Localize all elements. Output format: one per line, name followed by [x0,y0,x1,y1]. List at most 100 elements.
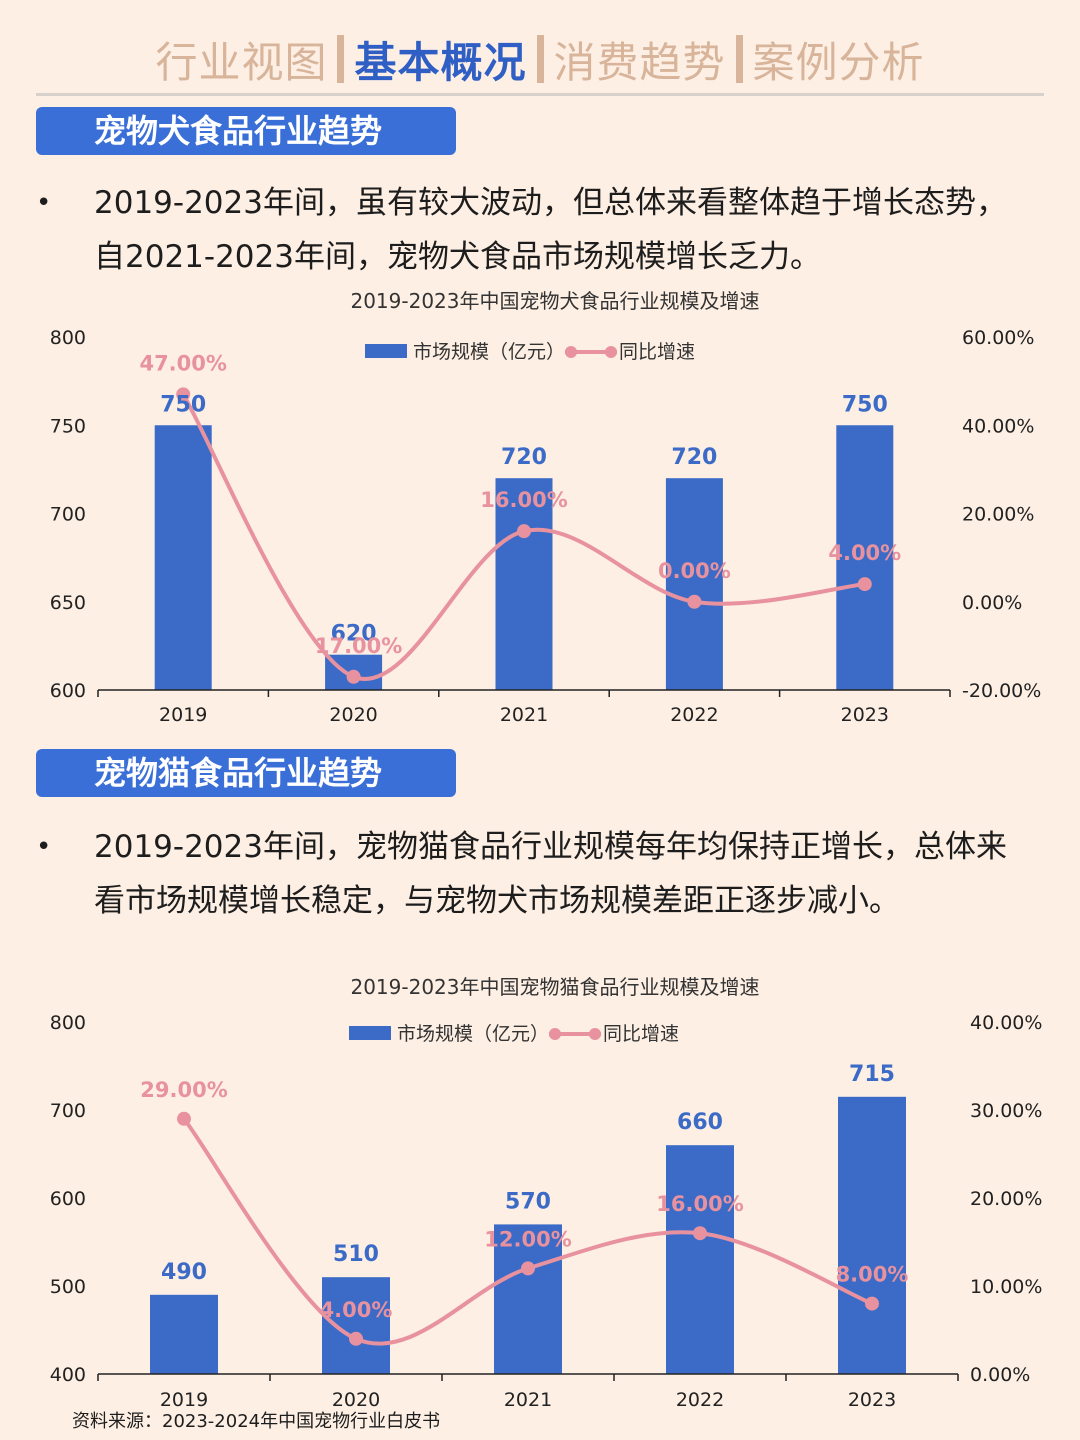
x-tick-label: 2022 [670,704,718,726]
line-point [176,387,191,402]
section-nav: 行业视图 基本概况 消费趋势 案例分析 [0,24,1080,94]
y-right-tick-label: 20.00% [962,504,1034,526]
section-tag-cat: 宠物猫食品行业趋势 [36,749,456,797]
x-tick-label: 2019 [159,704,207,726]
bar [666,1145,734,1374]
bar-data-label: 490 [161,1260,207,1285]
x-tick-label: 2023 [841,704,889,726]
chart-title: 2019-2023年中国宠物犬食品行业规模及增速 [350,289,759,313]
y-left-tick-label: 600 [50,680,86,702]
nav-item-overview[interactable]: 基本概况 [354,37,527,87]
header-divider [36,93,1044,96]
bar-data-label: 720 [671,445,717,470]
nav-item-consumption-trend[interactable]: 消费趋势 [553,37,726,87]
y-left-tick-label: 700 [50,1100,86,1122]
bar-data-label: 750 [842,392,888,417]
x-tick-label: 2021 [504,1389,552,1410]
line-data-label: 0.00% [658,559,731,583]
x-tick-label: 2021 [500,704,548,726]
y-left-tick-label: 650 [50,592,86,614]
legend-line-marker [565,346,577,358]
legend-bar-swatch [349,1026,391,1040]
line-point [346,669,361,684]
y-right-tick-label: 0.00% [970,1364,1030,1386]
y-left-tick-label: 800 [50,327,86,349]
line-point [857,577,872,592]
x-tick-label: 2022 [676,1389,724,1410]
bar-data-label: 620 [331,622,377,647]
nav-separator [536,35,544,83]
y-right-tick-label: -20.00% [962,680,1041,702]
y-right-tick-label: 10.00% [970,1276,1042,1298]
line-data-label: 8.00% [836,1263,909,1287]
line-data-label: 4.00% [828,541,901,565]
y-right-tick-label: 40.00% [962,415,1034,437]
y-right-tick-label: 40.00% [970,1012,1042,1034]
legend-line-marker [549,1028,561,1040]
line-point [687,594,702,609]
nav-separator [337,35,345,83]
nav-separator [735,35,743,83]
line-data-label: 17.00% [315,634,402,658]
line-point [517,524,531,539]
data-source: 资料来源：2023-2024年中国宠物行业白皮书 [72,1411,441,1432]
legend-bar-swatch [365,344,407,358]
bullet-text: 2019-2023年间，虽有较大波动，但总体来看整体趋于增长态势，自2021-2… [94,185,1007,275]
y-left-tick-label: 400 [50,1364,86,1386]
y-right-tick-label: 0.00% [962,592,1022,614]
bar-data-label: 720 [501,445,547,470]
y-left-tick-label: 500 [50,1276,86,1298]
y-left-tick-label: 600 [50,1188,86,1210]
bar [665,478,723,690]
x-tick-label: 2019 [160,1389,208,1410]
growth-line [181,393,866,681]
bar-data-label: 750 [160,392,206,417]
bar [150,1294,218,1374]
y-left-tick-label: 800 [50,1012,86,1034]
y-left-tick-label: 750 [50,415,86,437]
y-right-tick-label: 30.00% [970,1100,1042,1122]
nav-item-case-study[interactable]: 案例分析 [752,37,925,87]
line-data-label: 29.00% [140,1078,227,1102]
bar [154,425,212,690]
line-data-label: 12.00% [484,1227,571,1251]
x-tick-label: 2023 [848,1389,896,1410]
y-right-tick-label: 20.00% [970,1188,1042,1210]
legend-line-label: 同比增速 [603,1023,679,1045]
bar [322,1277,390,1374]
bullet-text: 2019-2023年间，宠物猫食品行业规模每年均保持正增长，总体来看市场规模增长… [94,829,1007,919]
bar-data-label: 660 [677,1110,723,1135]
line-data-label: 47.00% [139,351,226,375]
bar [836,425,894,690]
y-right-tick-label: 60.00% [962,327,1034,349]
chart-title: 2019-2023年中国宠物猫食品行业规模及增速 [350,975,759,999]
section-tag-dog: 宠物犬食品行业趋势 [36,107,456,155]
line-point [693,1226,707,1241]
legend-line-marker [605,346,617,358]
bullet-dot-icon: • [36,188,52,218]
x-tick-label: 2020 [332,1389,380,1410]
bar [495,478,553,690]
legend-line-marker [589,1028,601,1040]
nav-item-industry-view[interactable]: 行业视图 [155,37,328,87]
bar-data-label: 715 [849,1062,895,1087]
line-point [865,1296,879,1311]
y-left-tick-label: 700 [50,504,86,526]
line-data-label: 16.00% [480,488,567,512]
legend-line-label: 同比增速 [619,341,695,363]
line-point [349,1331,363,1346]
legend-bar-label: 市场规模（亿元） [413,341,565,363]
bar [838,1096,906,1374]
growth-line [182,1117,873,1346]
line-data-label: 16.00% [656,1192,743,1216]
bar [494,1224,562,1374]
bar-data-label: 510 [333,1242,379,1267]
bar-data-label: 570 [505,1189,551,1214]
line-point [521,1261,535,1276]
x-tick-label: 2020 [329,704,377,726]
bullet-dot-icon: • [36,832,52,862]
legend-bar-label: 市场规模（亿元） [397,1023,549,1045]
line-data-label: 4.00% [320,1298,393,1322]
